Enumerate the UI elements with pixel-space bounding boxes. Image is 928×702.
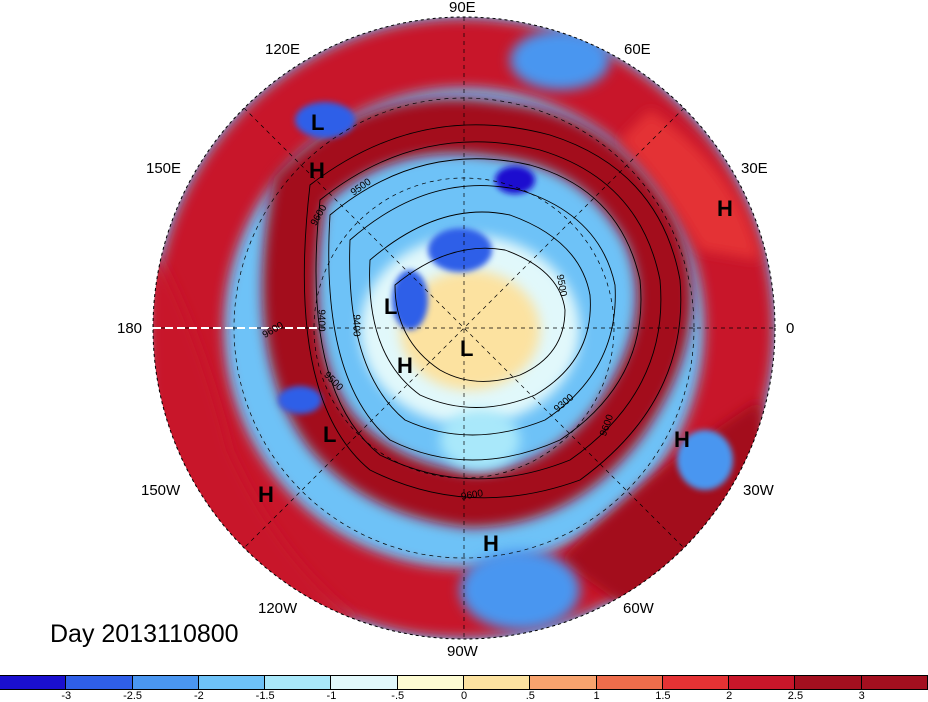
colorbar-swatch [596, 676, 663, 689]
pressure-center-h: H [397, 353, 413, 378]
colorbar-tick-label: -2 [193, 690, 204, 702]
colorbar-swatch [331, 676, 398, 689]
colorbar-tick-label: -1 [326, 690, 337, 702]
colorbar-tick-label: -1.5 [255, 690, 275, 702]
colorbar-swatch [662, 676, 730, 689]
pressure-center-h: H [309, 158, 325, 183]
lon-label-0: 0 [786, 320, 795, 337]
colorbar-tick-label: 2 [726, 690, 733, 702]
colorbar-tick-label: 1 [593, 690, 600, 702]
graticule [153, 17, 775, 639]
lon-label-30e: 30E [741, 160, 768, 177]
lon-label-120e: 120E [265, 41, 301, 58]
lon-label-90e: 90E [449, 0, 476, 16]
pressure-center-l: L [460, 336, 474, 361]
colorbar-swatch [795, 676, 862, 689]
lon-label-180: 180 [117, 320, 143, 337]
lon-label-150w: 150W [141, 482, 181, 499]
colorbar-swatch [729, 676, 796, 689]
colorbar-swatch [861, 676, 928, 689]
colorbar-swatch [66, 676, 133, 689]
colorbar-tick-label: -3 [61, 690, 72, 702]
map-border [152, 16, 776, 640]
lon-label-60w: 60W [623, 600, 654, 617]
day-label: Day 2013110800 [50, 620, 239, 648]
colorbar-swatch [0, 676, 67, 689]
lon-label-60e: 60E [624, 41, 651, 58]
colorbar-swatch [397, 676, 464, 689]
colorbar-swatch [463, 676, 531, 689]
colorbar-swatch [530, 676, 597, 689]
colorbar-tick-label: 3 [858, 690, 865, 702]
colorbar-tick-label: -2.5 [123, 690, 143, 702]
colorbar-tick-label: -.5 [391, 690, 405, 702]
pressure-center-l: L [323, 422, 337, 447]
pressure-center-h: H [258, 482, 274, 507]
colorbar [0, 675, 928, 690]
colorbar-swatch [265, 676, 332, 689]
colorbar-swatch [198, 676, 266, 689]
lon-label-150e: 150E [146, 160, 182, 177]
contour-label: 9400 [350, 314, 362, 337]
colorbar-tick-label: 0 [460, 690, 468, 702]
contour-label: 9400 [315, 309, 327, 332]
colorbar-tick-label: 2.5 [787, 690, 804, 702]
pressure-center-h: H [674, 427, 690, 452]
lon-label-120w: 120W [258, 600, 298, 617]
colorbar-tick-label: 1.5 [655, 690, 671, 702]
pressure-center-h: H [483, 531, 499, 556]
lon-label-30w: 30W [743, 482, 774, 499]
pressure-center-l: L [384, 294, 398, 319]
colorbar-tick-label: .5 [525, 690, 535, 702]
lon-label-90w: 90W [447, 643, 478, 660]
pressure-center-h: H [717, 196, 733, 221]
colorbar-swatch [132, 676, 199, 689]
height-contours [303, 124, 682, 499]
pressure-center-l: L [311, 110, 325, 135]
